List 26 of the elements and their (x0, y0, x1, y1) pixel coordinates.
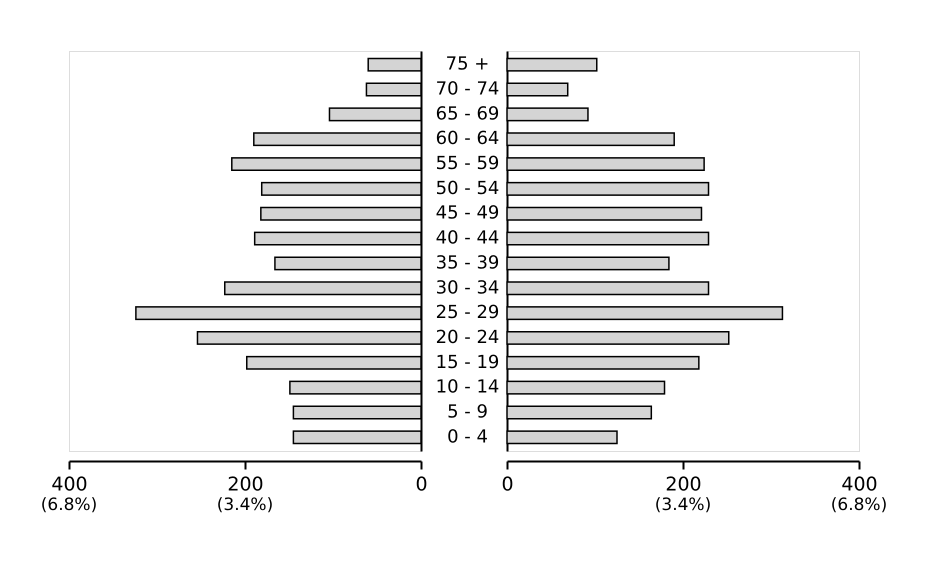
y-tick-label: 25 - 29 (436, 302, 500, 324)
x-tick-label: 0 (415, 474, 428, 496)
x-tick-label: 200 (665, 474, 702, 496)
text: (6.8%) (40, 495, 98, 515)
y-tick-label: 70 - 74 (436, 78, 500, 100)
text: (3.4%) (654, 495, 712, 515)
y-tick-label: 0 - 4 (447, 426, 488, 448)
y-tick-label: 30 - 34 (436, 277, 500, 298)
x-tick-label: 0 (501, 474, 514, 496)
y-tick-label: 60 - 64 (436, 128, 500, 150)
y-tick-label: 35 - 39 (436, 252, 500, 274)
y-tick-label: 75 + (446, 54, 490, 75)
x-tick-label: 200 (227, 474, 264, 496)
y-tick-label: 20 - 24 (436, 326, 500, 348)
x-tick-label: 400 (51, 474, 88, 496)
y-tick-label: 45 - 49 (436, 202, 500, 224)
y-tick-label: 40 - 44 (436, 228, 500, 249)
text: (6.8%) (830, 495, 888, 515)
y-tick-label: 50 - 54 (436, 178, 500, 199)
y-tick-label: 55 - 59 (436, 153, 500, 174)
y-tick-label: 65 - 69 (436, 103, 500, 124)
text: (3.4%) (216, 495, 274, 515)
x-tick-label: 400 (841, 474, 878, 496)
y-tick-label: 15 - 19 (436, 352, 500, 373)
y-tick-label: 5 - 9 (447, 401, 488, 422)
y-tick-label: 10 - 14 (436, 376, 500, 398)
